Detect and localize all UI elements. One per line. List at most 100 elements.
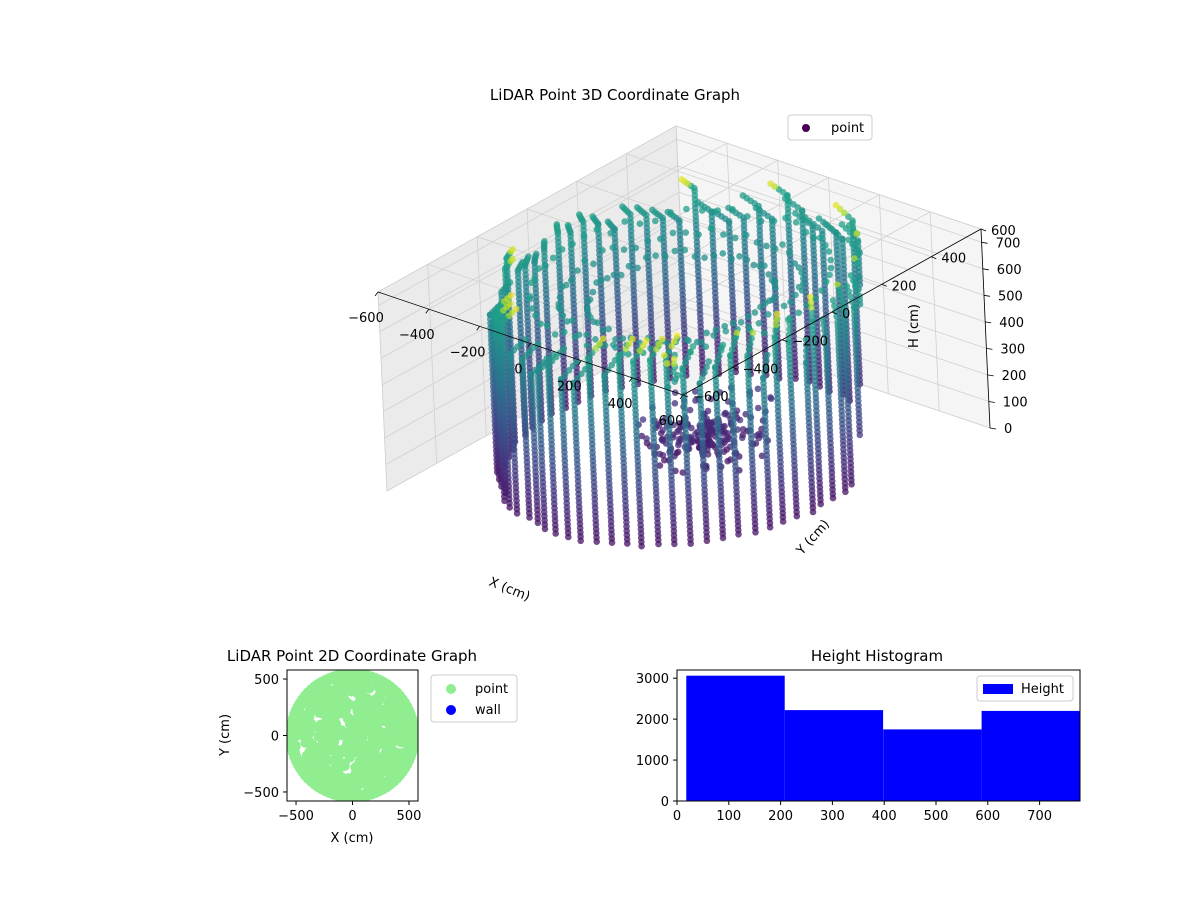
- plot-2d: LiDAR Point 2D Coordinate Graph −500 0 500…: [218, 647, 518, 846]
- point-3d: [825, 248, 833, 255]
- tick-label-hist-y: 2000: [636, 713, 669, 728]
- point-3d: [853, 230, 860, 237]
- point-3d: [821, 332, 829, 339]
- point-3d: [580, 232, 588, 240]
- point-2d: [356, 686, 367, 697]
- point-3d: [732, 335, 739, 342]
- point-3d: [609, 244, 617, 251]
- plot-2d-legend-marker-wall: [446, 705, 456, 715]
- point-2d: [371, 750, 382, 761]
- point-3d: [822, 220, 829, 228]
- point-3d: [843, 282, 851, 290]
- tick-label-3d-x: 200: [557, 380, 582, 395]
- point-3d: [845, 213, 852, 220]
- tick-3d-z: [985, 321, 992, 324]
- point-3d: [838, 221, 846, 228]
- point-3d: [682, 359, 689, 367]
- point-3d: [662, 252, 669, 260]
- point-3d: [576, 211, 583, 218]
- point-3d: [724, 457, 731, 465]
- point-3d: [771, 278, 779, 285]
- point-3d: [583, 342, 591, 349]
- plot-hist: Height Histogram 0 100 200 300 400 500 600 7000…: [636, 647, 1081, 824]
- grid-back-h: [677, 165, 983, 270]
- plot-hist-title: Height Histogram: [811, 647, 943, 665]
- point-2d: [332, 744, 343, 755]
- point-3d: [739, 434, 746, 442]
- point-3d: [619, 335, 627, 342]
- point-3d: [731, 234, 739, 242]
- point-3d: [812, 295, 819, 302]
- point-3d: [846, 222, 853, 229]
- point-3d: [644, 237, 652, 245]
- point-3d: [786, 314, 794, 322]
- point-3d: [744, 213, 751, 220]
- point-3d: [833, 313, 840, 320]
- point-3d: [803, 347, 810, 355]
- point-3d: [534, 367, 542, 375]
- point-3d: [849, 240, 856, 248]
- point-3d: [639, 342, 647, 350]
- point-3d: [852, 282, 859, 289]
- plot-3d-ylabel: Y (cm): [793, 517, 833, 559]
- point-3d: [678, 176, 686, 183]
- point-2d: [314, 700, 325, 711]
- point-3d: [819, 316, 826, 323]
- point-3d: [747, 340, 754, 348]
- tick-3d-x: [577, 360, 582, 365]
- point-3d: [557, 375, 565, 383]
- tick-3d-z: [987, 374, 994, 377]
- point-2d: [373, 708, 384, 719]
- point-3d: [835, 286, 843, 294]
- tick-label-3d-z: 500: [998, 289, 1023, 304]
- point-2d: [335, 708, 346, 719]
- point-3d: [736, 252, 743, 260]
- point-3d: [590, 260, 597, 268]
- plot-3d-legend-label: point: [831, 121, 864, 136]
- point-3d: [553, 221, 561, 228]
- point-3d: [544, 362, 552, 369]
- point-2d: [330, 765, 341, 776]
- point-3d: [571, 333, 579, 341]
- point-2d: [357, 732, 368, 743]
- point-3d: [639, 416, 647, 423]
- point-3d: [749, 329, 757, 337]
- point-3d: [705, 358, 712, 365]
- point-3d: [834, 281, 841, 288]
- point-2d: [305, 727, 316, 738]
- point-2d: [318, 725, 329, 735]
- point-3d: [584, 298, 592, 305]
- point-2d: [300, 737, 311, 748]
- point-3d: [601, 342, 609, 349]
- point-3d: [527, 279, 535, 287]
- point-2d: [335, 691, 346, 702]
- point-3d: [767, 180, 774, 187]
- point-3d: [795, 264, 803, 271]
- point-3d: [760, 374, 767, 381]
- point-3d: [854, 237, 862, 244]
- point-3d: [565, 367, 573, 374]
- point-2d: [396, 734, 407, 745]
- tick-3d-z: [988, 401, 995, 403]
- point-3d: [625, 350, 632, 358]
- point-3d: [753, 239, 761, 246]
- point-3d: [771, 284, 779, 291]
- tick-label-3d-z: 600: [997, 263, 1022, 278]
- point-3d: [596, 340, 603, 347]
- point-3d: [834, 318, 841, 326]
- tick-label-3d-z: 0: [1004, 422, 1012, 437]
- point-3d: [845, 288, 852, 295]
- point-3d: [764, 311, 772, 318]
- point-3d: [719, 250, 727, 257]
- point-3d: [664, 383, 672, 391]
- point-3d: [652, 217, 659, 225]
- point-2d: [363, 726, 374, 737]
- point-3d: [816, 234, 824, 242]
- plot-3d-axes: −600 −400 −200 0 200 400 600 −600 −400 −200 0 200 40…: [348, 224, 1027, 437]
- point-3d: [768, 395, 775, 403]
- grid-side-h: [379, 165, 678, 333]
- plot-3d-legend: point: [787, 114, 873, 141]
- point-3d: [629, 335, 636, 343]
- point-3d: [525, 253, 532, 260]
- tick-3d-x: [374, 291, 379, 297]
